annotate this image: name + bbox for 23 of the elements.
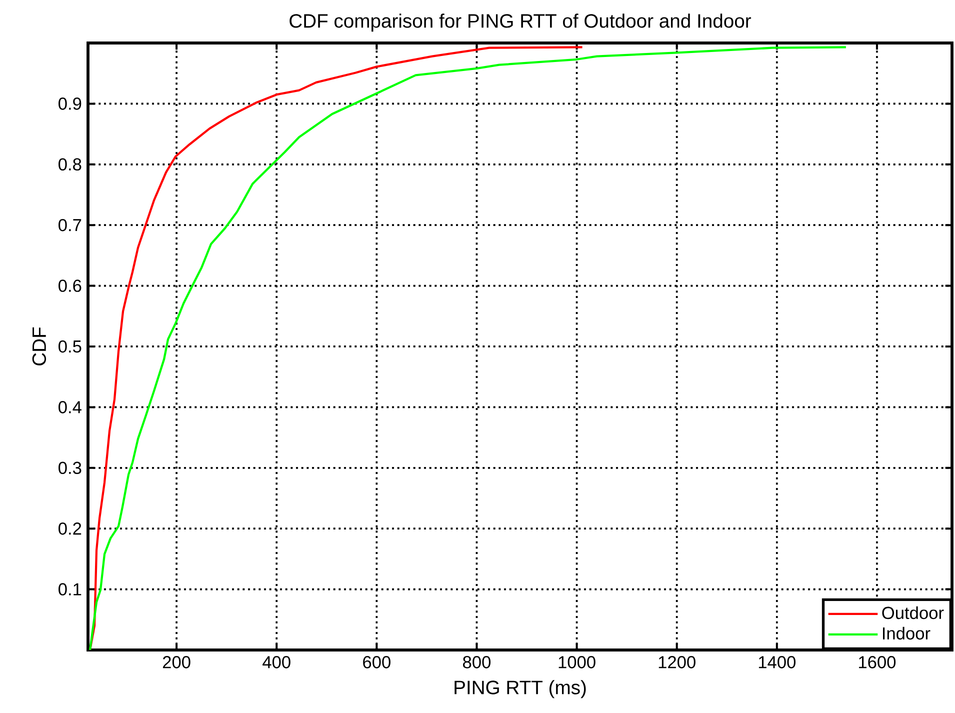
chart-title: CDF comparison for PING RTT of Outdoor and Indoor — [290, 14, 752, 32]
legend-label: Indoor — [882, 626, 930, 640]
y-tick-label: 0.5 — [58, 340, 82, 353]
y-tick-label: 0.2 — [58, 522, 82, 535]
x-tick-label: 800 — [463, 656, 491, 668]
x-tick-label: 1400 — [758, 656, 796, 668]
y-tick-label: 0.4 — [58, 401, 82, 414]
y-tick-label: 0.6 — [58, 280, 82, 292]
y-axis-title: CDF — [32, 327, 46, 366]
x-tick-label: 200 — [162, 656, 190, 668]
y-tick-label: 0.7 — [58, 218, 82, 232]
x-axis-title: PING RTT (ms) — [454, 680, 586, 698]
y-tick-label: 0.3 — [58, 462, 82, 474]
y-tick-label: 0.8 — [58, 158, 82, 171]
x-tick-label: 1600 — [859, 656, 896, 668]
y-tick-label: 0.9 — [58, 98, 82, 110]
y-tick-label: 0.1 — [58, 583, 82, 596]
x-tick-label: 1200 — [658, 656, 696, 668]
legend-label: Outdoor — [882, 606, 944, 620]
x-tick-label: 600 — [363, 656, 390, 668]
x-tick-label: 400 — [262, 656, 290, 668]
x-tick-label: 1000 — [558, 656, 596, 668]
line-series — [88, 46, 848, 650]
